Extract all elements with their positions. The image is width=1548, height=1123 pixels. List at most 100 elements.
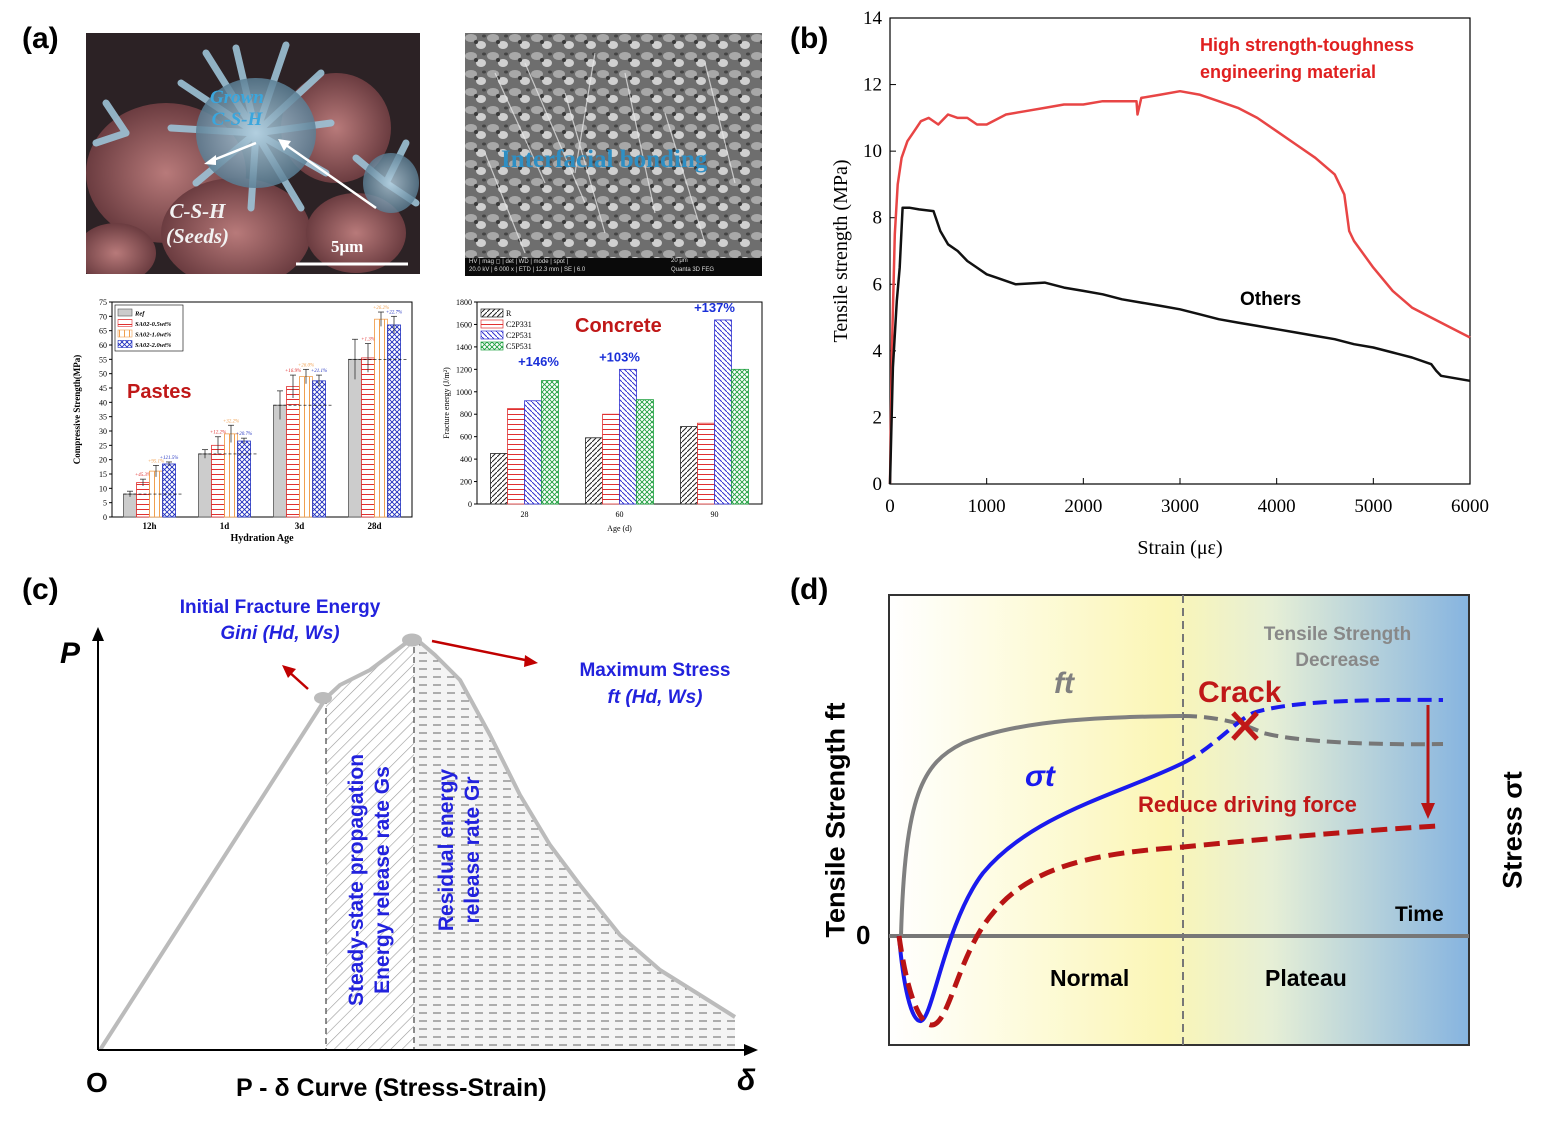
sem-image-grown-csh: Grown C-S-H C-S-H (Seeds) 5μm [86,33,420,274]
pastes-legend-swatch [117,308,133,317]
concrete-ytick-label: 1000 [456,388,472,397]
pastes-annotation: +12.2% [210,431,226,436]
concrete-bar [680,426,698,505]
steady-line2: Energy release rate Gs [371,766,394,994]
ft-curve [899,714,1184,937]
pastes-ytick-label: 60 [99,341,107,350]
pastes-legend-label: Ref [134,311,145,318]
b-xtick-label: 1000 [968,496,1006,517]
concrete-bar [714,319,732,505]
y-left-text: Tensile Strength ft [820,702,851,938]
concrete-ytick-label: 1200 [456,365,472,374]
pastes-title: Pastes [127,381,192,403]
pastes-bar [374,318,388,518]
concrete-bar [541,380,559,505]
b-xtick-label: 0 [885,496,895,517]
seeds-csh-label: C-S-H (Seeds) [166,199,229,249]
pastes-bar [237,440,251,518]
b-xtick-label: 2000 [1064,496,1102,517]
maximum-stress-point [402,633,422,647]
pastes-bar [348,358,362,518]
concrete-annotation: +146% [518,354,559,369]
b-ytick-label: 10 [863,141,882,162]
plateau-phase-label: Plateau [1265,965,1347,991]
pastes-xlabel: Hydration Age [230,533,294,544]
pastes-ytick-label: 30 [99,427,107,436]
concrete-legend-label: R [506,309,512,318]
x-axis-arrow [744,1044,758,1056]
sem2-scale-label: 20 μm [671,258,688,264]
normal-phase-label: Normal [1050,965,1130,991]
pastes-ytick-label: 65 [99,327,107,336]
ms-line2: ft (Hd, Ws) [607,687,703,708]
reduce-driving-force-label: Reduce driving force [1138,792,1357,817]
sigma-curve [897,761,1184,1023]
p-delta-curve [98,635,737,1052]
b-legend-high-line2: engineering material [1200,62,1376,82]
concrete-ytick-label: 0 [468,500,472,509]
b-xlabel: Strain (με) [1137,537,1222,559]
b-ytick-label: 14 [863,8,883,29]
panel-d-label: (d) [790,573,829,606]
origin-label: O [86,1067,108,1098]
pastes-annotation: +21.1% [311,369,327,374]
pastes-bar [123,493,137,518]
b-xtick-label: 5000 [1354,496,1392,517]
pastes-ytick-label: 40 [99,398,107,407]
time-label: Time [1395,903,1444,926]
tensile-time-diagram [888,594,1470,1046]
ms-line1: Maximum Stress [579,660,731,681]
sem2-brand: Quanta 3D FEG [671,267,715,273]
pastes-ylabel: Compressive Strength(MPa) [72,355,82,464]
p-delta-curve-diagram [92,627,758,1056]
b-ytick-label: 2 [873,407,883,428]
concrete-title: Concrete [575,315,662,337]
sigma-curve-label: σt [1025,760,1055,793]
pastes-annotation: +26.0% [298,363,314,368]
pastes-annotation: +32.2% [223,419,239,424]
pastes-bar-chart: 0 5 10 15 20 25 30 35 40 45 50 55 60 65 70 75 +45.3% +95.… [72,298,413,544]
pastes-xtick-label: 28d [367,521,381,531]
residual-region [414,637,735,1050]
b-legend-others: Others [1240,289,1301,310]
sem-image-interfacial-bonding: Interfacial bonding HV | mag ◻ | det | W… [465,33,762,276]
pastes-bar [312,380,326,518]
concrete-ytick-label: 1800 [456,298,472,307]
p-delta-axis-label: P - δ Curve (Stress-Strain) [236,1074,547,1102]
seeds-label-line2: (Seeds) [166,224,229,248]
zero-label: 0 [856,920,871,950]
pastes-xtick-label: 12h [142,521,156,531]
concrete-ylabel: Fracture energy (J/m²) [442,367,451,439]
grown-label-line2: C-S-H [211,109,263,130]
pastes-xtick-label: 3d [295,521,305,531]
b-ytick-label: 6 [873,274,883,295]
b-series-high-strength [888,89,1471,485]
crack-label: Crack [1198,676,1282,709]
ini-pointer-head [282,665,296,678]
pastes-bar [273,404,287,518]
b-legend-high-line1: High strength-toughness [1200,35,1414,55]
b-plot-frame [889,17,1471,485]
b-ytick-label: 12 [863,75,882,96]
maximum-stress-label: Maximum Stress ft (Hd, Ws) [555,657,755,711]
pastes-annotation: +1.3% [361,338,375,343]
b-ylabel: Tensile strength (MPa) [830,159,852,342]
pastes-ytick-label: 50 [99,370,107,379]
concrete-bar [507,408,525,505]
pastes-plot-frame [111,301,413,518]
pastes-bar [198,453,212,518]
sem2-meta-labels: HV | mag ◻ | det | WD | mode | spot | [469,259,569,265]
tensile-strain-line-chart: 0 1000 2000 3000 4000 5000 6000 0 2 4 6 8 10 12 14 Stra… [830,8,1489,559]
concrete-legend-label: C2P531 [506,331,532,340]
concrete-xtick-label: 60 [616,510,624,519]
residual-line1: Residual energy [435,768,458,932]
pastes-legend-swatch [117,340,133,348]
concrete-annotation: +103% [599,349,640,364]
pastes-ytick-label: 5 [103,499,107,508]
concrete-bar [731,368,749,505]
pastes-annotation: +95.1% [148,459,164,464]
b-ytick-label: 0 [873,474,883,495]
max-pointer-arrow [431,639,531,663]
b-series-others [888,206,1471,485]
pastes-xtick-label: 1d [220,521,230,531]
